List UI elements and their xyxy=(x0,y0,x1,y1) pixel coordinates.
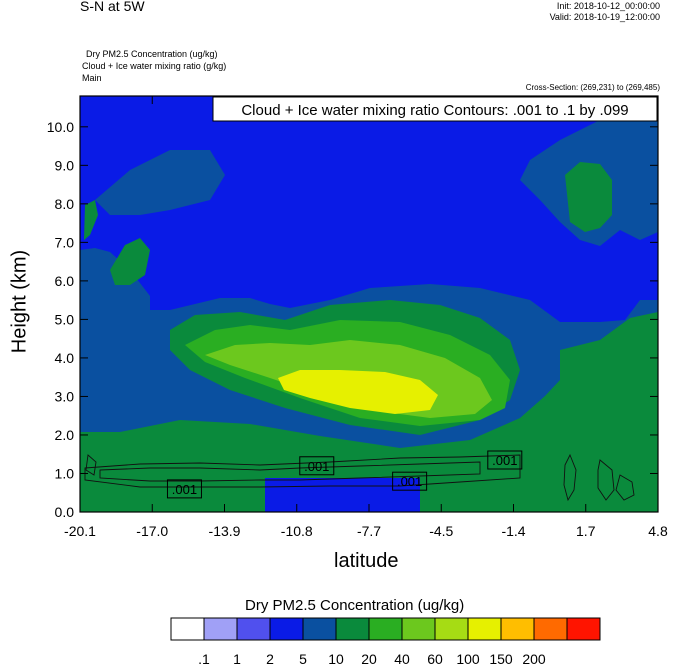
colorbar-swatch xyxy=(467,617,502,641)
contour-title-box xyxy=(212,96,658,122)
y-tick-label: 8.0 xyxy=(55,196,75,212)
y-tick-label: 7.0 xyxy=(55,234,75,250)
colorbar-level-label: 5 xyxy=(299,651,307,667)
contour-label: .001 xyxy=(304,459,329,474)
x-tick-label: -1.4 xyxy=(501,523,525,539)
colorbar-swatch xyxy=(368,617,403,641)
y-tick-label: 1.0 xyxy=(55,465,75,481)
y-tick-label: 5.0 xyxy=(55,311,75,327)
y-tick-label: 2.0 xyxy=(55,427,75,443)
colorbar-swatch xyxy=(401,617,436,641)
cloud-contours xyxy=(84,453,635,502)
colorbar-swatch xyxy=(236,617,271,641)
colorbar-swatch xyxy=(566,617,601,641)
concentration-fill xyxy=(80,96,658,512)
colorbar-level-label: 20 xyxy=(361,651,377,667)
valid-time: Valid: 2018-10-19_12:00:00 xyxy=(549,12,660,22)
contour-line xyxy=(85,454,97,476)
colorbar-swatch xyxy=(335,617,370,641)
colorbar-level-label: 200 xyxy=(522,651,546,667)
x-tick-label: -13.9 xyxy=(209,523,241,539)
x-tick-label: -17.0 xyxy=(136,523,168,539)
x-tick-label: -20.1 xyxy=(64,523,96,539)
colorbar-swatch xyxy=(533,617,568,641)
contour-label: .001 xyxy=(397,474,422,489)
colorbar-level-label: 40 xyxy=(394,651,410,667)
green-level-6-upper-left xyxy=(84,200,98,240)
colorbar-level-label: 2 xyxy=(266,651,274,667)
x-tick-label: -7.7 xyxy=(357,523,381,539)
y-tick-label: 10.0 xyxy=(47,119,74,135)
contour-line xyxy=(615,474,635,501)
x-tick-label: 1.7 xyxy=(576,523,596,539)
colorbar-swatch xyxy=(170,617,205,641)
contour-label: .001 xyxy=(492,453,517,468)
field-label-pm25: Dry PM2.5 Concentration (ug/kg) xyxy=(86,49,218,59)
green-level-6-lower xyxy=(80,312,658,512)
contour-label-box xyxy=(299,456,335,476)
colorbar-swatch xyxy=(302,617,337,641)
field-label-main: Main xyxy=(82,73,102,83)
contour-title-text: Cloud + Ice water mixing ratio Contours:… xyxy=(241,102,628,119)
plot-title: S-N at 5W xyxy=(80,0,145,14)
colorbar-level-label: .1 xyxy=(198,651,210,667)
colorbar-swatch xyxy=(500,617,535,641)
colorbar-swatch xyxy=(269,617,304,641)
colorbar-level-label: 100 xyxy=(456,651,480,667)
contour-line xyxy=(563,453,577,502)
colorbar-swatch xyxy=(434,617,469,641)
colorbar-level-label: 60 xyxy=(427,651,443,667)
y-tick-label: 9.0 xyxy=(55,157,75,173)
contour-label: .001 xyxy=(172,482,197,497)
green-level-6-right xyxy=(565,162,612,232)
cross-section-label: Cross-Section: (269,231) to (269,485) xyxy=(525,83,660,92)
blue-level-4 xyxy=(80,96,658,322)
contour-line xyxy=(99,461,481,482)
blue-level-5-patch xyxy=(95,150,225,215)
y-tick-label: 4.0 xyxy=(55,350,75,366)
y-tick-label: 3.0 xyxy=(55,388,75,404)
init-time: Init: 2018-10-12_00:00:00 xyxy=(556,1,660,11)
x-tick-label: -4.5 xyxy=(429,523,453,539)
field-label-cloud: Cloud + Ice water mixing ratio (g/kg) xyxy=(82,61,227,71)
colorbar-swatch xyxy=(203,617,238,641)
contour-label-box xyxy=(487,450,523,470)
contour-title: Cloud + Ice water mixing ratio Contours:… xyxy=(212,96,658,122)
colorbar-level-label: 10 xyxy=(328,651,344,667)
colorbar-level-label: 1 xyxy=(233,651,241,667)
contour-label-box xyxy=(392,471,428,491)
colorbar-title: Dry PM2.5 Concentration (ug/kg) xyxy=(245,597,465,614)
y-tick-label: 6.0 xyxy=(55,273,75,289)
green-level-6-upper-mid xyxy=(110,238,150,285)
yellow-level-9 xyxy=(278,370,438,414)
contour-line xyxy=(84,454,521,488)
contour-line xyxy=(597,459,615,501)
colorbar-level-label: 150 xyxy=(489,651,513,667)
y-tick-label: 0.0 xyxy=(55,504,75,520)
contour-label-box xyxy=(166,479,202,499)
x-axis-label: latitude xyxy=(334,550,399,572)
x-tick-label: 4.8 xyxy=(648,523,668,539)
y-axis-label: Height (km) xyxy=(8,249,31,354)
x-tick-label: -10.8 xyxy=(281,523,313,539)
